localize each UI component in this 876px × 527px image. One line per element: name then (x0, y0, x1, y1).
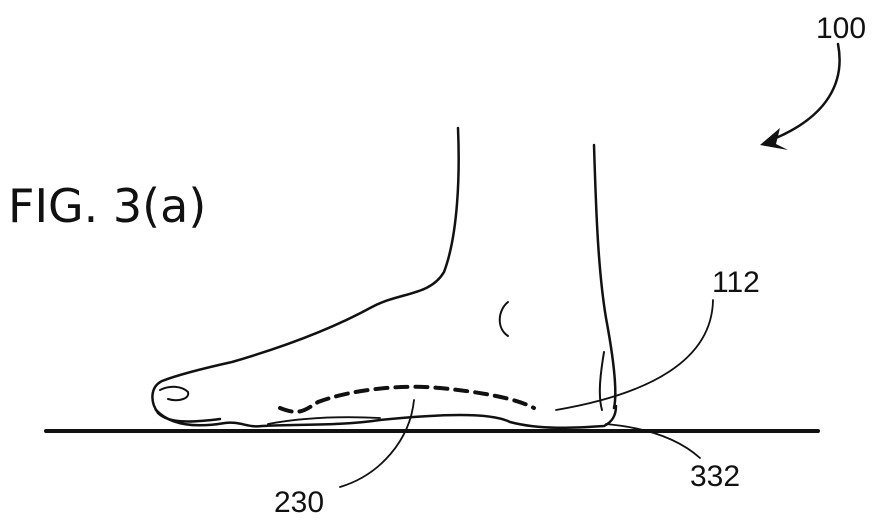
label-230: 230 (274, 486, 324, 519)
label-332: 332 (690, 460, 740, 493)
leader-112 (556, 300, 713, 410)
foot-top-outline (152, 128, 458, 421)
ankle-bone-mark (500, 302, 508, 336)
label-100: 100 (816, 12, 866, 45)
leader-100 (766, 44, 840, 142)
toe-outline (160, 387, 188, 400)
arrowhead-100 (760, 128, 788, 150)
arch-support-dashed-line (280, 387, 534, 412)
heel-back-outline (594, 145, 615, 408)
label-112: 112 (712, 266, 760, 299)
foot-sole-outline (156, 406, 616, 428)
leader-230 (340, 400, 414, 487)
figure-title: FIG. 3(a) (8, 179, 206, 233)
